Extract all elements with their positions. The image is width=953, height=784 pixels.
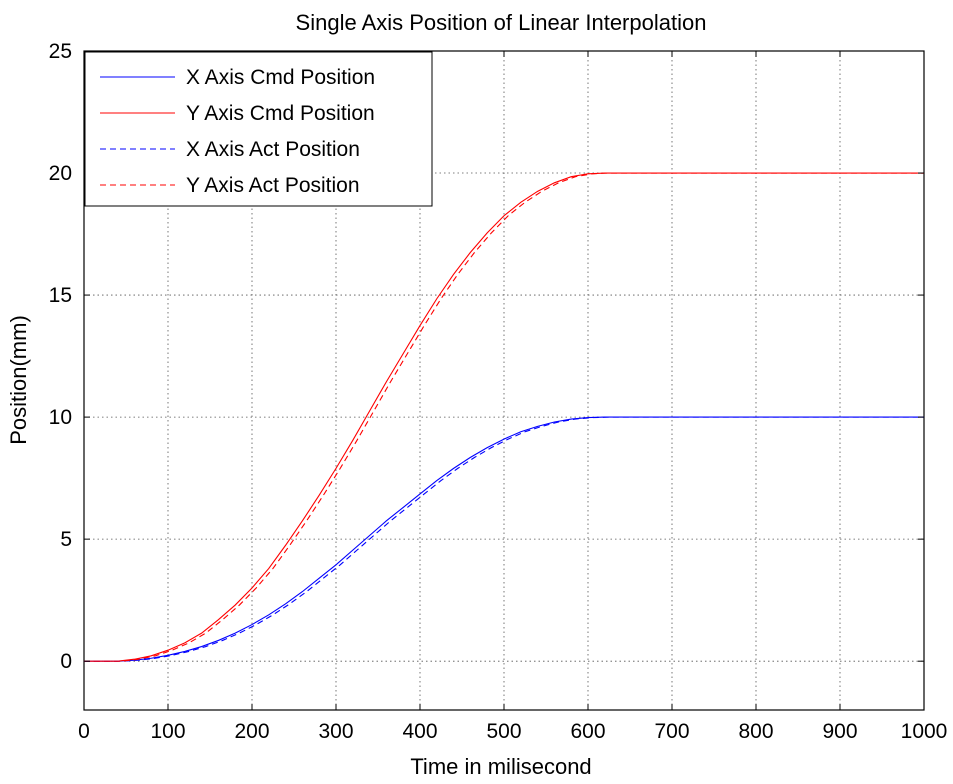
- x-axis-ticks: 0 100 200 300 400 500 600 700 800 900 1000: [78, 51, 947, 743]
- x-tick-label: 600: [570, 720, 605, 743]
- x-tick-label: 300: [318, 720, 353, 743]
- x-tick-label: 0: [78, 720, 90, 743]
- x-tick-label: 400: [402, 720, 437, 743]
- x-tick-label: 1000: [901, 720, 948, 743]
- series-line-2: [84, 172, 924, 662]
- y-axis-ticks: 0 5 10 15 20 25: [49, 40, 924, 673]
- series-line-4: [84, 172, 924, 662]
- series-line-1: [84, 416, 924, 662]
- y-tick-label: 0: [60, 650, 72, 673]
- x-tick-label: 200: [234, 720, 269, 743]
- x-tick-label: 100: [150, 720, 185, 743]
- y-tick-label: 10: [49, 406, 72, 429]
- y-axis-label: Position(mm): [6, 315, 31, 445]
- legend-label-1: X Axis Cmd Position: [186, 66, 375, 89]
- legend-label-2: Y Axis Cmd Position: [186, 102, 375, 125]
- x-tick-label: 700: [654, 720, 689, 743]
- y-tick-label: 25: [49, 40, 72, 63]
- y-tick-label: 20: [49, 162, 72, 185]
- x-tick-label: 500: [486, 720, 521, 743]
- x-axis-label: Time in milisecond: [410, 754, 591, 779]
- y-tick-label: 5: [60, 528, 72, 551]
- series-line-3: [84, 416, 924, 662]
- y-tick-label: 15: [49, 284, 72, 307]
- x-tick-label: 800: [738, 720, 773, 743]
- legend-label-4: Y Axis Act Position: [186, 174, 360, 197]
- legend-label-3: X Axis Act Position: [186, 138, 360, 161]
- series-lines: [84, 172, 924, 662]
- chart-title: Single Axis Position of Linear Interpola…: [296, 10, 707, 35]
- x-tick-label: 900: [822, 720, 857, 743]
- legend-box: [84, 51, 433, 207]
- legend: X Axis Cmd Position Y Axis Cmd Position X …: [84, 51, 433, 207]
